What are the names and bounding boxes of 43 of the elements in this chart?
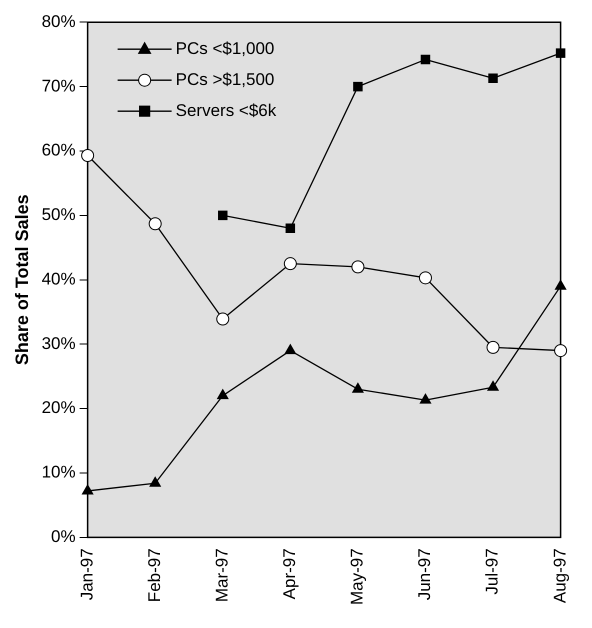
x-tick-label: Jun-97 xyxy=(415,548,434,600)
legend-label: PCs >$1,500 xyxy=(176,70,274,89)
x-tick-label: Feb-97 xyxy=(144,548,164,602)
y-tick-label: 40% xyxy=(42,269,76,288)
point xyxy=(554,344,568,358)
point xyxy=(216,312,230,326)
legend-label: Servers <$6k xyxy=(176,100,277,120)
point xyxy=(81,148,94,162)
point xyxy=(352,382,364,393)
point xyxy=(488,73,498,83)
x-tick-label: Apr-97 xyxy=(280,548,300,600)
y-tick-label: 30% xyxy=(42,334,76,353)
point xyxy=(218,210,228,220)
y-tick-label: 60% xyxy=(42,140,76,160)
x-tick-label: Jan-97 xyxy=(77,548,96,600)
y-tick-label: 70% xyxy=(42,76,76,96)
y-tick-label: 50% xyxy=(42,205,76,224)
point xyxy=(286,224,296,233)
x-tick-label: Aug-97 xyxy=(550,548,570,604)
x-tick-label: Jul-97 xyxy=(482,548,502,595)
point xyxy=(217,389,228,400)
y-tick-label: 20% xyxy=(42,398,76,418)
point xyxy=(351,260,364,274)
point xyxy=(486,340,500,354)
point xyxy=(284,344,296,354)
point xyxy=(556,48,566,58)
y-tick-label: 80% xyxy=(42,12,76,31)
x-tick-label: Mar-97 xyxy=(212,548,232,602)
point xyxy=(353,82,363,92)
point xyxy=(554,280,566,290)
point xyxy=(149,476,161,487)
legend-label: PCs <$1,000 xyxy=(176,38,274,58)
y-tick-label: 10% xyxy=(42,462,76,482)
point xyxy=(284,257,297,270)
point xyxy=(487,380,499,391)
point xyxy=(420,54,430,64)
point xyxy=(148,217,162,230)
x-tick-label: May-97 xyxy=(348,548,367,605)
y-axis-title: Share of Total Sales xyxy=(12,194,32,366)
point xyxy=(82,484,94,494)
point xyxy=(420,394,432,404)
y-tick-label: 0% xyxy=(51,527,76,546)
point xyxy=(418,271,432,284)
